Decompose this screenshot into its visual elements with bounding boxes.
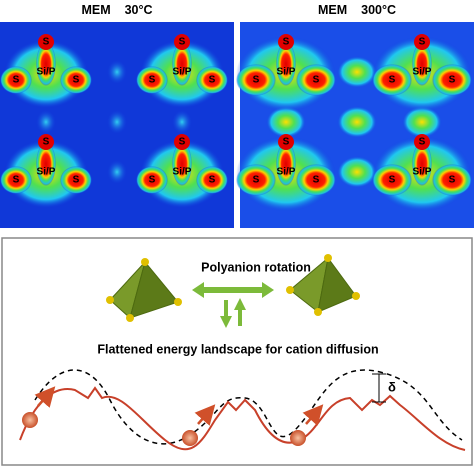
sulfur-site xyxy=(60,166,92,194)
atom-label: S xyxy=(43,137,50,148)
atom-label: S xyxy=(253,175,260,186)
sulfur-site xyxy=(196,66,228,94)
sulfur-site xyxy=(196,166,228,194)
atom-label: Si/P xyxy=(277,167,296,178)
atom-label: S xyxy=(149,175,156,186)
atom-label: S xyxy=(253,75,260,86)
density-feature xyxy=(266,106,306,138)
atom-label: Si/P xyxy=(37,67,56,78)
map-temperature: 300°C xyxy=(361,3,396,17)
density-maps: MEM 30°C S S S Si/P S S S Si/P S S S Si/P S S S Si/P MEM 30… xyxy=(0,3,474,228)
atom-label: Si/P xyxy=(37,167,56,178)
atom-label: S xyxy=(13,175,20,186)
atom-label: S xyxy=(149,75,156,86)
sulfur-site xyxy=(372,164,412,196)
sulfur-core xyxy=(174,34,190,50)
atom-label: Si/P xyxy=(173,167,192,178)
atom-label: S xyxy=(389,75,396,86)
density-feature xyxy=(337,56,377,88)
sulfur-core xyxy=(174,134,190,150)
cation xyxy=(182,430,198,446)
sulfur-core xyxy=(414,134,430,150)
sulfur-core xyxy=(38,34,54,50)
density-core xyxy=(172,42,192,86)
atom-label: S xyxy=(283,37,290,48)
density-core xyxy=(412,142,432,186)
tetrahedron-right xyxy=(286,254,360,316)
map-title: MEM 300°C xyxy=(318,3,396,17)
density-core xyxy=(172,142,192,186)
density-core xyxy=(36,142,56,186)
density-core xyxy=(276,142,296,186)
density-feature xyxy=(337,106,377,138)
sulfur-site xyxy=(296,164,336,196)
arrow xyxy=(302,404,324,426)
atom-label: S xyxy=(283,137,290,148)
cation xyxy=(22,412,38,428)
cation xyxy=(290,430,306,446)
atom-label: Si/P xyxy=(413,67,432,78)
map-temperature: 30°C xyxy=(125,3,153,17)
sulfur-core xyxy=(414,34,430,50)
atom-label: Si/P xyxy=(413,167,432,178)
atom-label: S xyxy=(13,75,20,86)
sulfur-site xyxy=(0,66,32,94)
atom-label: S xyxy=(209,75,216,86)
density-core xyxy=(276,42,296,86)
sulfur-site xyxy=(0,166,32,194)
sulfur-core xyxy=(278,34,294,50)
density-core xyxy=(36,42,56,86)
sulfur-site xyxy=(236,164,276,196)
map-method: MEM xyxy=(318,3,347,17)
map-method: MEM xyxy=(81,3,110,17)
atom-label: S xyxy=(179,37,186,48)
atom-label: S xyxy=(43,37,50,48)
atom-label: S xyxy=(73,75,80,86)
atom-label: Si/P xyxy=(173,67,192,78)
density-core xyxy=(412,42,432,86)
sulfur-site xyxy=(136,66,168,94)
atom-label: Si/P xyxy=(277,67,296,78)
atom-label: S xyxy=(179,137,186,148)
atom-label: S xyxy=(209,175,216,186)
atom-label: S xyxy=(449,75,456,86)
arrow xyxy=(34,386,56,408)
sulfur-site xyxy=(432,164,472,196)
density-feature xyxy=(172,110,192,134)
scheme-frame xyxy=(1,237,473,466)
sulfur-core xyxy=(38,134,54,150)
flattened-landscape xyxy=(19,386,466,451)
atom-label: S xyxy=(73,175,80,186)
sulfur-core xyxy=(278,134,294,150)
density-feature xyxy=(402,106,442,138)
rotation-label: Polyanion rotation xyxy=(201,260,311,274)
sulfur-site xyxy=(60,66,92,94)
tetrahedron-left xyxy=(106,258,182,322)
sulfur-site xyxy=(432,64,472,96)
rotation-arrows xyxy=(192,282,274,328)
sulfur-site xyxy=(236,64,276,96)
original-landscape xyxy=(34,369,463,445)
density-feature xyxy=(36,110,56,134)
density-feature xyxy=(337,156,377,188)
atom-label: S xyxy=(449,175,456,186)
density-feature xyxy=(107,160,127,184)
sulfur-site xyxy=(136,166,168,194)
sulfur-site xyxy=(296,64,336,96)
landscape-label: Flattened energy landscape for cation di… xyxy=(97,342,378,356)
atom-label: S xyxy=(313,175,320,186)
arrow xyxy=(194,404,216,426)
delta-label: δ xyxy=(388,379,396,394)
sulfur-site xyxy=(372,64,412,96)
density-feature xyxy=(107,60,127,84)
atom-label: S xyxy=(419,37,426,48)
map-title: MEM 30°C xyxy=(81,3,152,17)
atom-label: S xyxy=(419,137,426,148)
density-feature xyxy=(107,110,127,134)
atom-label: S xyxy=(389,175,396,186)
atom-label: S xyxy=(313,75,320,86)
